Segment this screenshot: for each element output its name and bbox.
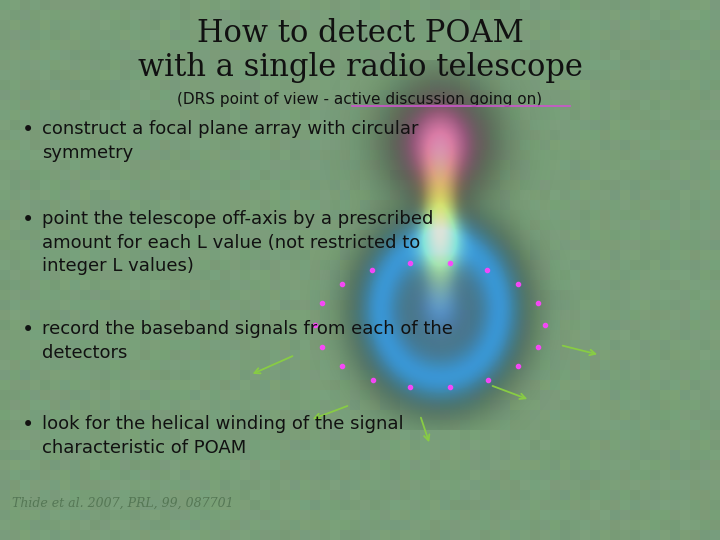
Text: with a single radio telescope: with a single radio telescope	[138, 52, 582, 83]
Text: point the telescope off-axis by a prescribed
amount for each L value (not restri: point the telescope off-axis by a prescr…	[42, 210, 433, 275]
Text: (DRS point of view - active discussion going on): (DRS point of view - active discussion g…	[177, 92, 543, 107]
Text: •: •	[22, 415, 34, 435]
Text: •: •	[22, 320, 34, 340]
Text: •: •	[22, 210, 34, 230]
Text: •: •	[22, 120, 34, 140]
Text: construct a focal plane array with circular
symmetry: construct a focal plane array with circu…	[42, 120, 418, 161]
Text: look for the helical winding of the signal
characteristic of POAM: look for the helical winding of the sign…	[42, 415, 404, 457]
Text: Thide et al. 2007, PRL, 99, 087701: Thide et al. 2007, PRL, 99, 087701	[12, 497, 233, 510]
Text: How to detect POAM: How to detect POAM	[197, 18, 523, 49]
Text: record the baseband signals from each of the
detectors: record the baseband signals from each of…	[42, 320, 453, 362]
